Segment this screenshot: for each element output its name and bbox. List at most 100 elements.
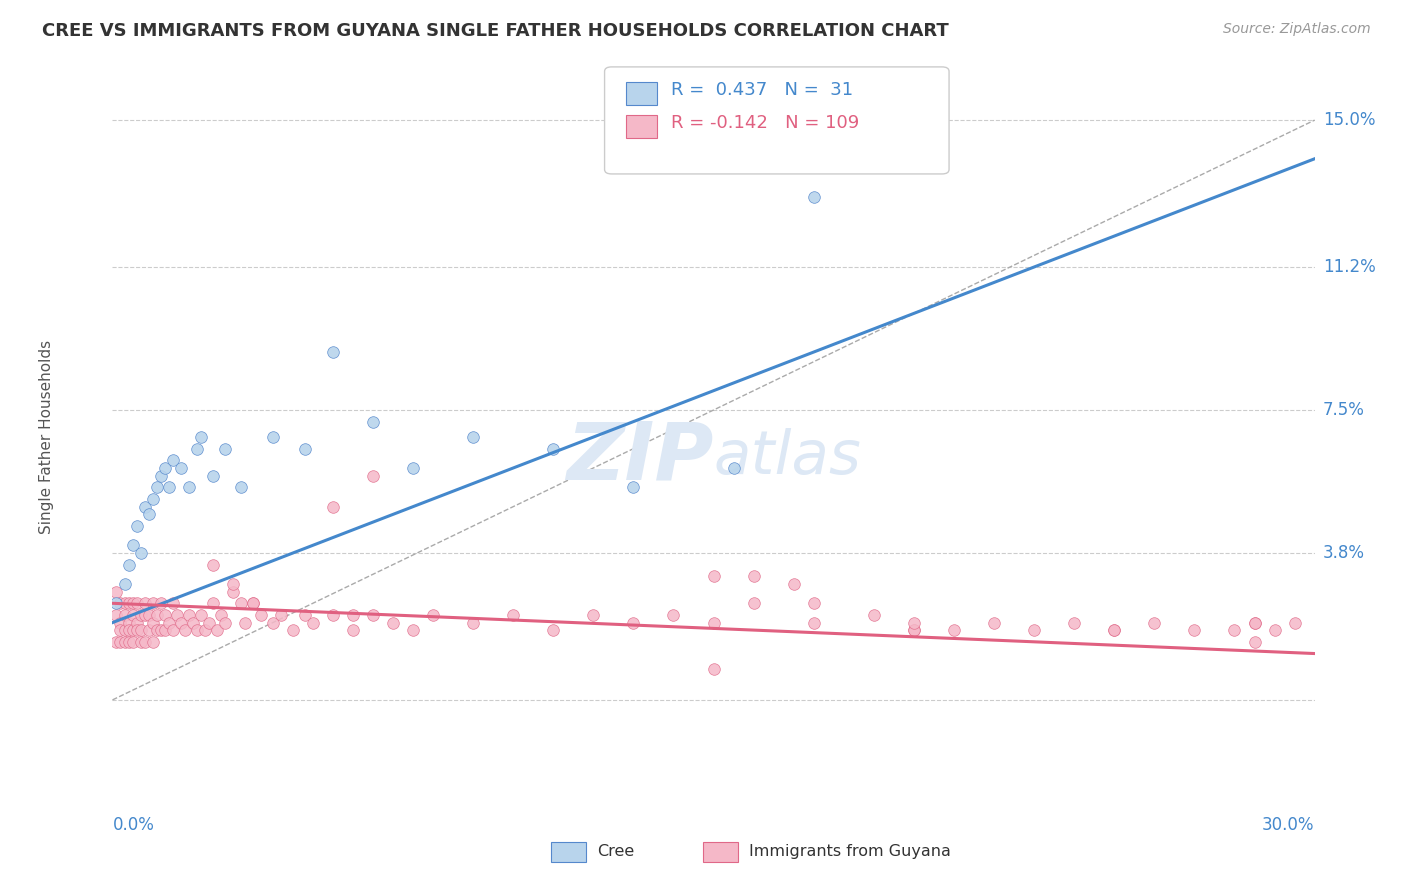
Point xyxy=(121,607,143,622)
Point xyxy=(149,596,172,610)
Point xyxy=(262,615,284,630)
Point xyxy=(1143,615,1166,630)
Point xyxy=(903,615,925,630)
Point xyxy=(422,607,444,622)
Point xyxy=(162,453,184,467)
Point xyxy=(382,615,405,630)
Point xyxy=(145,624,167,638)
Point xyxy=(903,624,925,638)
Point xyxy=(281,624,304,638)
Point xyxy=(543,624,565,638)
Point xyxy=(262,430,284,444)
Point xyxy=(145,607,167,622)
Point xyxy=(502,607,524,622)
Point xyxy=(114,607,136,622)
Text: 0.0%: 0.0% xyxy=(112,815,155,833)
Point xyxy=(201,468,224,483)
Point xyxy=(169,615,191,630)
Point xyxy=(702,662,725,676)
Point xyxy=(141,596,163,610)
Point xyxy=(157,480,180,494)
Point xyxy=(222,577,245,591)
Point xyxy=(702,615,725,630)
Text: 3.8%: 3.8% xyxy=(1323,544,1365,562)
Point xyxy=(134,500,156,514)
Point xyxy=(662,607,685,622)
Point xyxy=(782,577,804,591)
Point xyxy=(125,615,148,630)
Point xyxy=(621,480,644,494)
Point xyxy=(153,461,176,475)
Point xyxy=(129,546,152,560)
Point xyxy=(342,607,364,622)
Point xyxy=(125,596,148,610)
Point xyxy=(214,615,236,630)
Point xyxy=(162,596,184,610)
Point xyxy=(302,615,325,630)
Text: Immigrants from Guyana: Immigrants from Guyana xyxy=(749,845,952,859)
Point xyxy=(742,596,765,610)
Point xyxy=(105,635,128,649)
Point xyxy=(242,596,264,610)
Text: 15.0%: 15.0% xyxy=(1323,112,1375,129)
Point xyxy=(229,480,252,494)
Point xyxy=(117,615,139,630)
Text: atlas: atlas xyxy=(713,428,862,487)
Point xyxy=(1063,615,1085,630)
Point xyxy=(117,624,139,638)
Point xyxy=(157,615,180,630)
Text: Single Father Households: Single Father Households xyxy=(39,340,53,534)
Point xyxy=(222,584,245,599)
Point xyxy=(322,345,344,359)
Point xyxy=(249,607,271,622)
Point xyxy=(129,624,152,638)
Point xyxy=(361,607,384,622)
Point xyxy=(361,468,384,483)
Point xyxy=(110,596,132,610)
Point xyxy=(138,624,160,638)
Point xyxy=(186,442,208,456)
Point xyxy=(201,596,224,610)
Point xyxy=(214,442,236,456)
Point xyxy=(141,635,163,649)
Point xyxy=(166,607,188,622)
Point xyxy=(582,607,605,622)
Point xyxy=(1102,624,1125,638)
Point xyxy=(125,519,148,533)
Point xyxy=(803,190,825,204)
Point xyxy=(117,596,139,610)
Point xyxy=(190,430,212,444)
Point xyxy=(141,615,163,630)
Point xyxy=(322,500,344,514)
Point xyxy=(186,624,208,638)
Point xyxy=(1243,615,1265,630)
Point xyxy=(134,607,156,622)
Text: R =  0.437   N =  31: R = 0.437 N = 31 xyxy=(671,81,853,99)
Point xyxy=(121,538,143,552)
Point xyxy=(361,415,384,429)
Point xyxy=(621,615,644,630)
Point xyxy=(903,624,925,638)
Point xyxy=(181,615,204,630)
Text: 7.5%: 7.5% xyxy=(1323,401,1365,419)
Point xyxy=(194,624,217,638)
Point xyxy=(197,615,219,630)
Point xyxy=(461,615,484,630)
Point xyxy=(110,635,132,649)
Point xyxy=(702,569,725,583)
Point xyxy=(543,442,565,456)
Point xyxy=(149,468,172,483)
Text: 30.0%: 30.0% xyxy=(1263,815,1315,833)
Point xyxy=(105,584,128,599)
Point xyxy=(117,635,139,649)
Point xyxy=(149,624,172,638)
Point xyxy=(402,461,425,475)
Point xyxy=(342,624,364,638)
Point xyxy=(742,569,765,583)
Point xyxy=(141,491,163,506)
Point xyxy=(723,461,745,475)
Point xyxy=(1223,624,1246,638)
Point xyxy=(322,607,344,622)
Point xyxy=(114,635,136,649)
Point xyxy=(110,615,132,630)
